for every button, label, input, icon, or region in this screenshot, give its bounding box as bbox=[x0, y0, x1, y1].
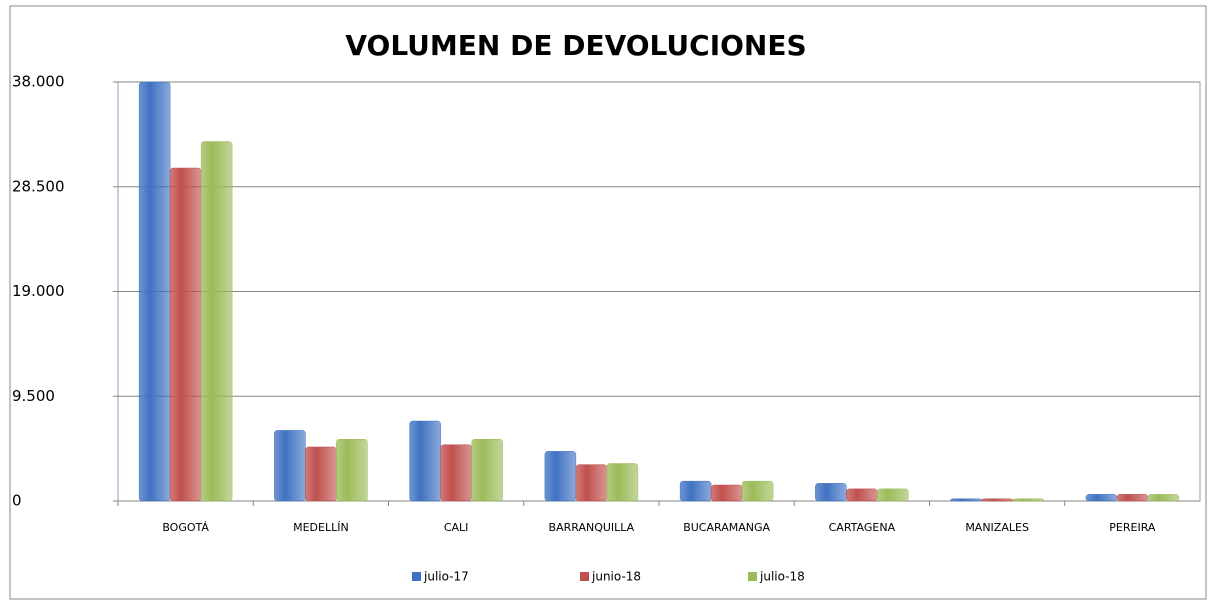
bar bbox=[679, 480, 712, 502]
legend-label: junio-18 bbox=[591, 570, 641, 584]
bar bbox=[981, 498, 1013, 502]
bar bbox=[606, 463, 639, 502]
bar bbox=[274, 430, 306, 502]
bar bbox=[544, 451, 577, 502]
y-tick-label: 28.500 bbox=[12, 177, 65, 195]
bar bbox=[1085, 494, 1118, 502]
y-tick-label: 19.000 bbox=[12, 282, 65, 300]
x-tick-label: CALI bbox=[444, 521, 469, 534]
y-tick-label: 9.500 bbox=[12, 387, 55, 405]
legend-label: julio-18 bbox=[759, 570, 805, 584]
bar bbox=[575, 464, 608, 502]
x-tick-label: BUCARAMANGA bbox=[683, 521, 770, 534]
x-tick-label: MANIZALES bbox=[965, 521, 1029, 534]
legend-label: julio-17 bbox=[423, 570, 469, 584]
x-tick-label: MEDELLÍN bbox=[293, 521, 349, 534]
bar bbox=[877, 488, 909, 502]
bar bbox=[846, 488, 878, 502]
bar bbox=[409, 420, 441, 502]
y-tick-label: 0 bbox=[12, 492, 22, 510]
bar bbox=[741, 480, 774, 502]
bar bbox=[1147, 494, 1180, 502]
bar bbox=[305, 446, 337, 502]
bar bbox=[1116, 494, 1149, 502]
legend-swatch bbox=[412, 572, 421, 581]
bar bbox=[440, 444, 472, 502]
legend-swatch bbox=[580, 572, 589, 581]
bar bbox=[138, 81, 171, 502]
bar bbox=[710, 484, 743, 502]
bar bbox=[336, 439, 368, 502]
x-tick-label: BOGOTÁ bbox=[162, 521, 209, 534]
chart-title: VOLUMEN DE DEVOLUCIONES bbox=[345, 29, 806, 62]
x-tick-label: PEREIRA bbox=[1109, 521, 1156, 534]
x-tick-label: BARRANQUILLA bbox=[549, 521, 635, 534]
bar bbox=[169, 167, 202, 502]
bar bbox=[200, 141, 233, 502]
legend-swatch bbox=[748, 572, 757, 581]
x-tick-label: CARTAGENA bbox=[829, 521, 896, 534]
bar bbox=[950, 498, 982, 502]
bar bbox=[1012, 498, 1044, 502]
y-tick-label: 38.000 bbox=[12, 73, 65, 91]
bar bbox=[815, 483, 847, 502]
bar bbox=[471, 439, 503, 502]
